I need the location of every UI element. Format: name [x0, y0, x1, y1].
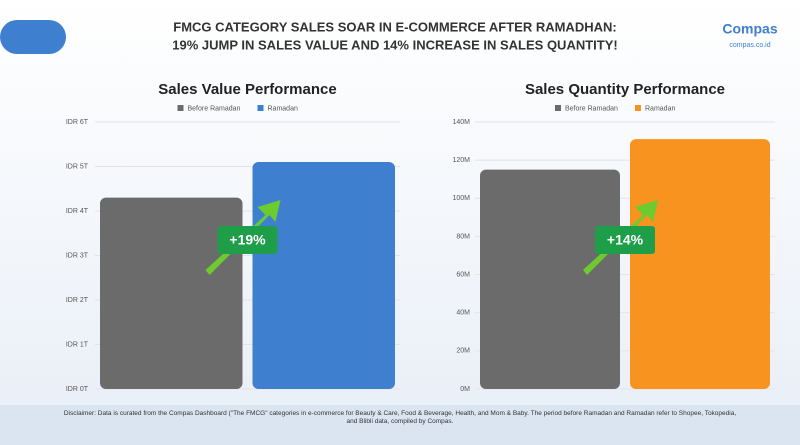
annotation-badge	[217, 226, 278, 254]
annotation: +19%	[229, 232, 266, 248]
legend-label: Before Ramadan	[188, 105, 241, 112]
bar	[630, 139, 770, 389]
y-tick-label: 140M	[452, 119, 470, 126]
annotation: +14%	[607, 232, 644, 248]
logo: Compas	[722, 21, 777, 37]
legend-label: Ramadan	[645, 105, 675, 112]
y-tick-label: 20M	[456, 348, 470, 355]
y-tick-label: 120M	[452, 157, 470, 164]
footer: Disclaimer: Data is curated from the Com…	[63, 410, 737, 425]
title: FMCG CATEGORY SALES SOAR IN E-COMMERCE A…	[173, 19, 616, 34]
logo-url: compas.co.id	[729, 42, 770, 49]
legend-label: Ramadan	[268, 105, 298, 112]
y-tick-label: 40M	[456, 310, 470, 317]
y-tick-label: IDR 0T	[66, 386, 89, 393]
y-tick-label: IDR 2T	[66, 297, 89, 304]
legend-label: Before Ramadan	[565, 105, 618, 112]
footer-box: Disclaimer: Data is curated from the Com…	[63, 410, 737, 425]
legend-swatch	[635, 105, 641, 111]
y-tick-label: IDR 4T	[66, 208, 89, 215]
y-tick-label: IDR 6T	[66, 119, 89, 126]
y-tick-label: IDR 3T	[66, 252, 89, 259]
legend-swatch	[177, 105, 184, 111]
legend-swatch	[257, 105, 264, 111]
decor-pill	[0, 20, 66, 54]
chart-title: Sales Value Performance	[158, 81, 336, 98]
bar	[100, 197, 243, 389]
chart-title: Sales Quantity Performance	[525, 81, 725, 98]
subtitle: 19% JUMP IN SALES VALUE AND 14% INCREASE…	[172, 37, 617, 52]
legend-swatch	[555, 105, 561, 111]
y-tick-label: 0M	[460, 386, 470, 393]
y-tick-label: 100M	[452, 195, 470, 202]
y-tick-label: 60M	[456, 271, 470, 278]
bar	[252, 162, 395, 389]
y-tick-label: IDR 1T	[66, 341, 89, 348]
y-tick-label: 80M	[456, 233, 470, 240]
footer-band	[0, 405, 800, 445]
y-tick-label: IDR 5T	[66, 163, 89, 170]
bar	[480, 169, 620, 389]
annotation-badge	[595, 226, 655, 254]
